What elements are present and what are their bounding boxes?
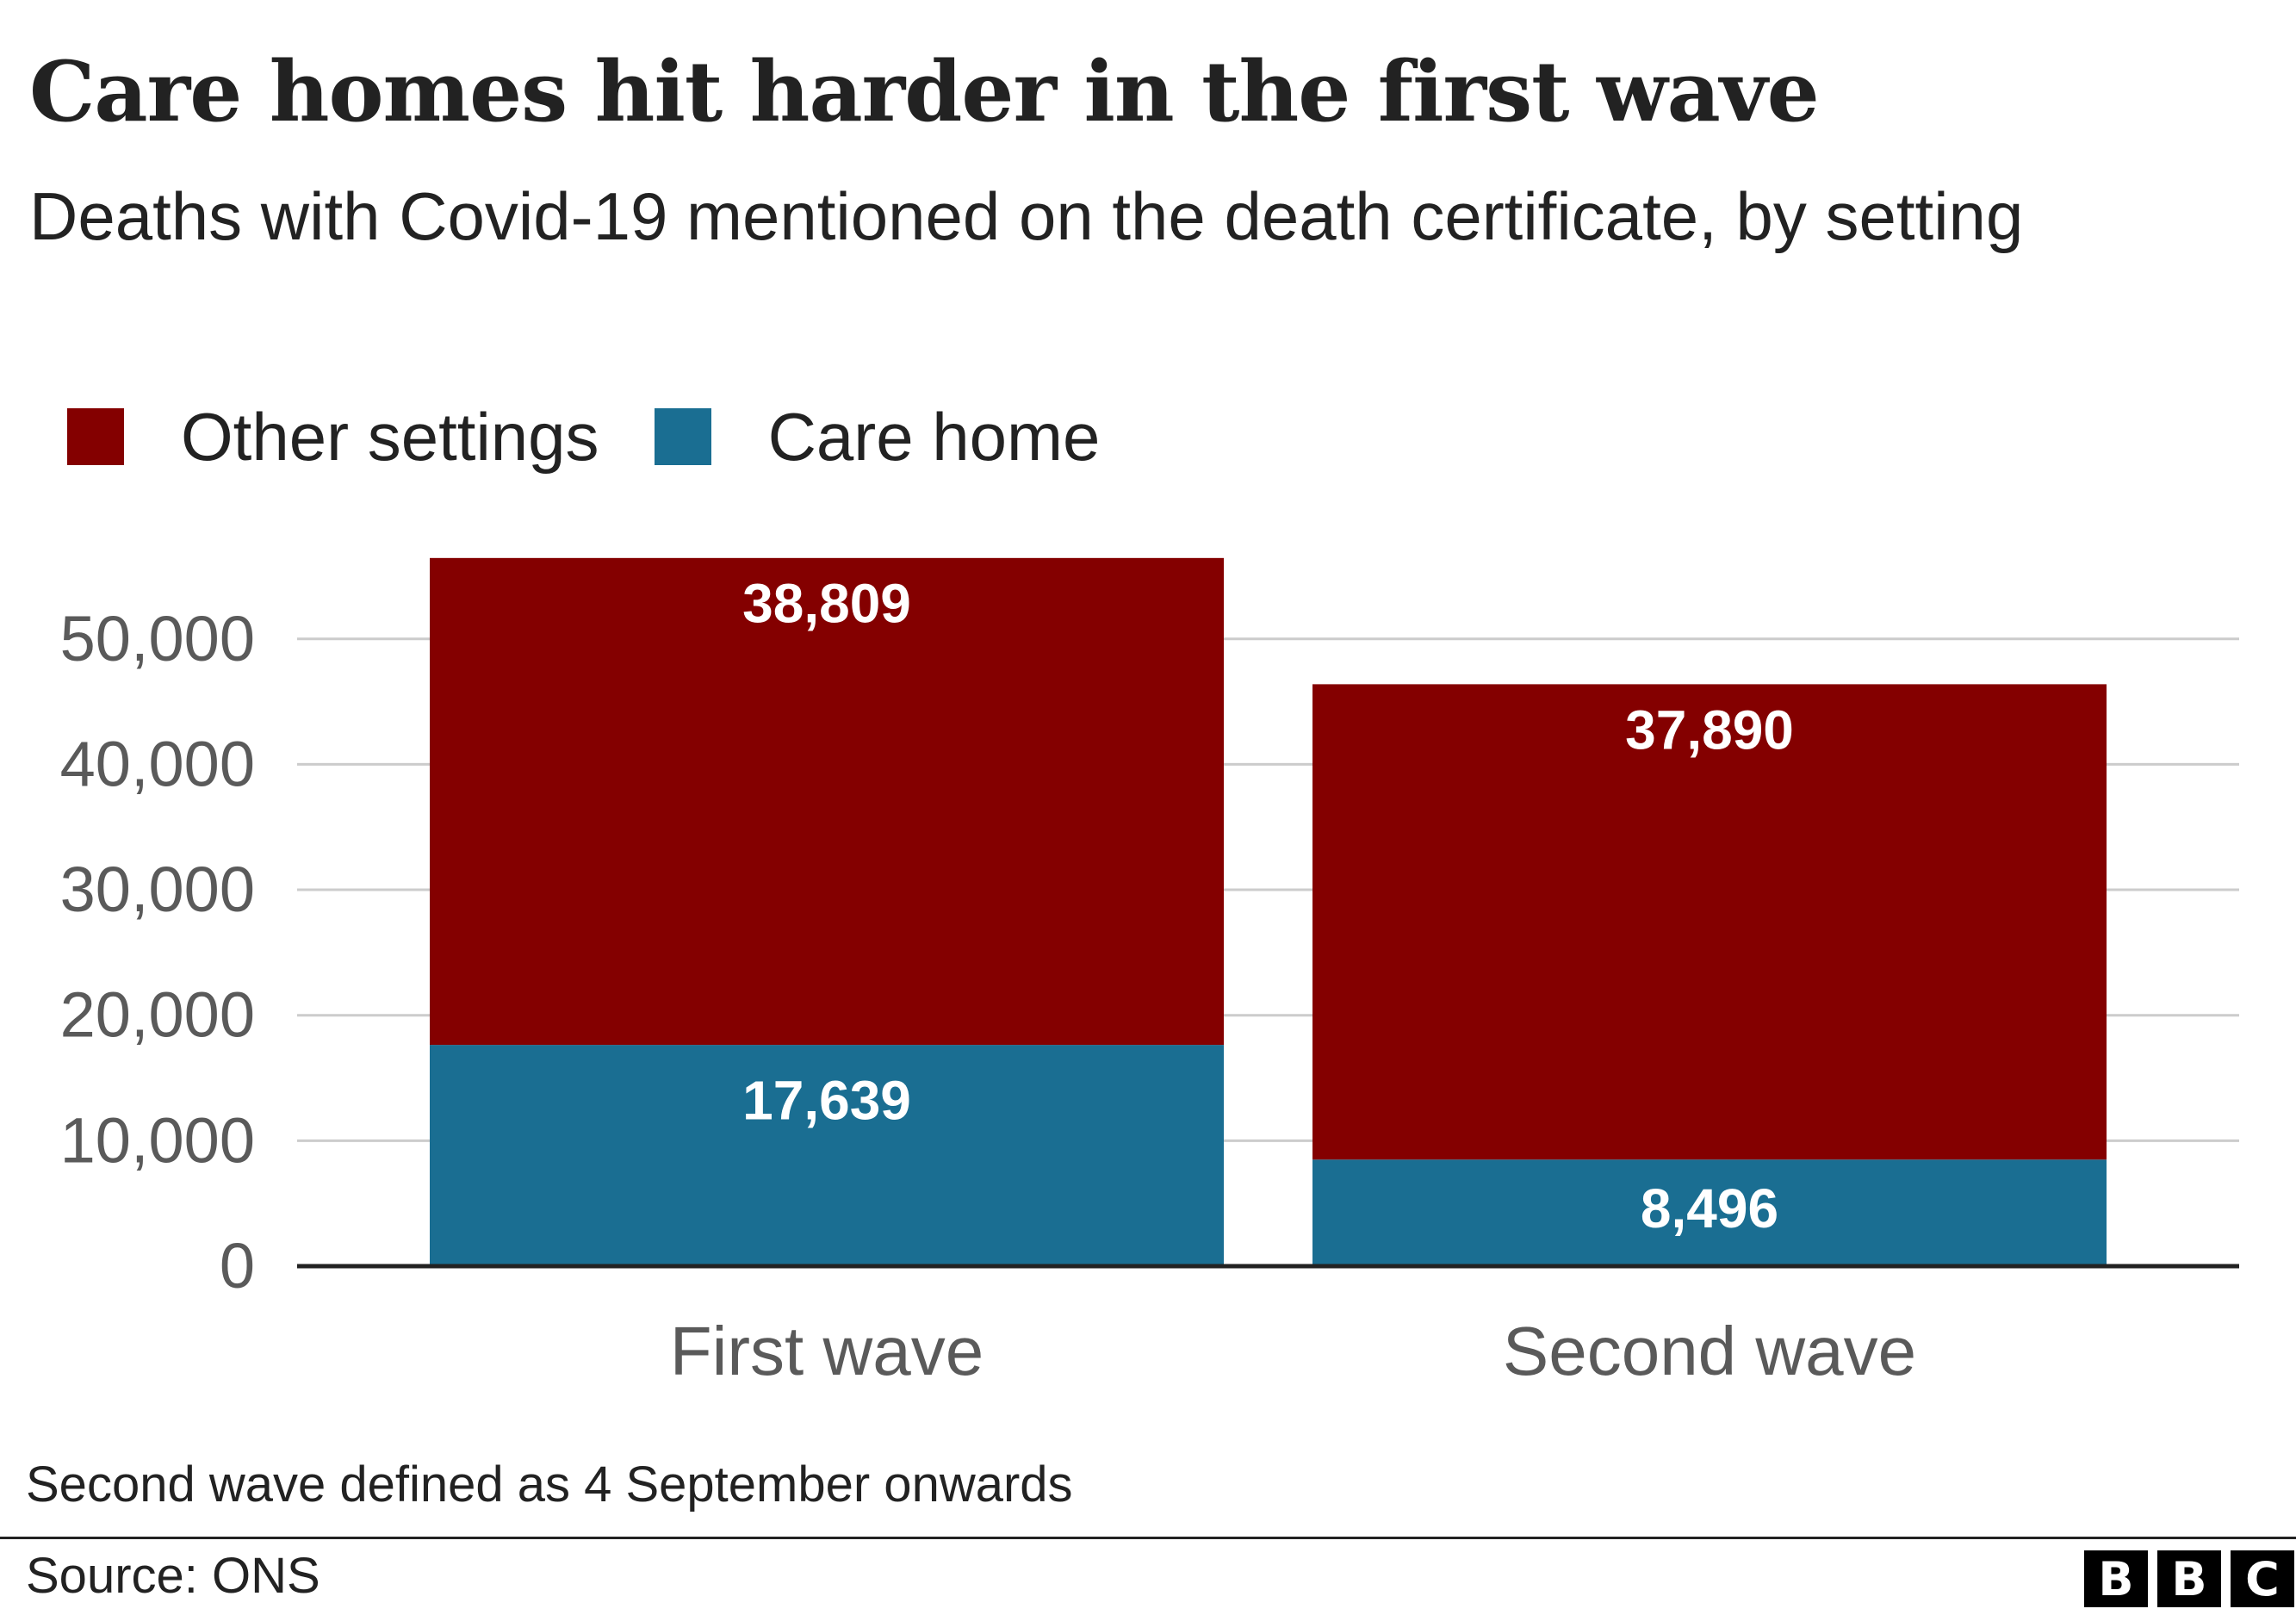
bar-care-home bbox=[430, 1045, 1224, 1266]
bar-other-settings bbox=[1312, 684, 2107, 1160]
y-tick-label: 50,000 bbox=[60, 603, 255, 674]
bbc-logo-letter: B bbox=[2084, 1550, 2148, 1607]
y-tick-label: 0 bbox=[220, 1230, 255, 1301]
y-tick-label: 10,000 bbox=[60, 1104, 255, 1176]
footer-divider bbox=[0, 1537, 2296, 1539]
legend-swatch-other-settings bbox=[67, 408, 124, 465]
data-label-care-home: 17,639 bbox=[742, 1069, 911, 1131]
stacked-bar-chart: 0 10,000 20,000 30,000 40,000 50,000 17,639 38,… bbox=[60, 557, 2239, 1389]
y-tick-label: 30,000 bbox=[60, 854, 255, 925]
legend-item-care-home: Care home bbox=[654, 398, 1101, 476]
legend-item-other-settings: Other settings bbox=[67, 398, 599, 476]
legend-swatch-care-home bbox=[654, 408, 711, 465]
chart-note: Second wave defined as 4 September onwar… bbox=[26, 1457, 1073, 1513]
data-label-other-settings: 38,809 bbox=[742, 573, 911, 635]
chart-subtitle: Deaths with Covid-19 mentioned on the de… bbox=[29, 178, 2024, 254]
legend-label-care-home: Care home bbox=[767, 398, 1101, 475]
x-tick-label: First wave bbox=[670, 1313, 984, 1389]
x-tick-label: Second wave bbox=[1503, 1313, 1916, 1389]
bbc-logo-letter: C bbox=[2231, 1550, 2294, 1607]
bar-care-home bbox=[1312, 1159, 2107, 1266]
bar-other-settings bbox=[430, 557, 1224, 1046]
data-label-care-home: 8,496 bbox=[1641, 1177, 1778, 1239]
data-label-other-settings: 37,890 bbox=[1625, 699, 1794, 761]
bbc-logo-letter: B bbox=[2157, 1550, 2221, 1607]
bbc-logo: B B C bbox=[2075, 1550, 2294, 1607]
legend-label-other-settings: Other settings bbox=[181, 398, 599, 475]
y-tick-label: 40,000 bbox=[60, 728, 255, 799]
y-tick-label: 20,000 bbox=[60, 979, 255, 1051]
chart-title: Care homes hit harder in the first wave bbox=[29, 43, 1820, 140]
source-text: Source: ONS bbox=[26, 1548, 320, 1604]
chart-legend: Other settings Care home bbox=[67, 398, 1155, 475]
